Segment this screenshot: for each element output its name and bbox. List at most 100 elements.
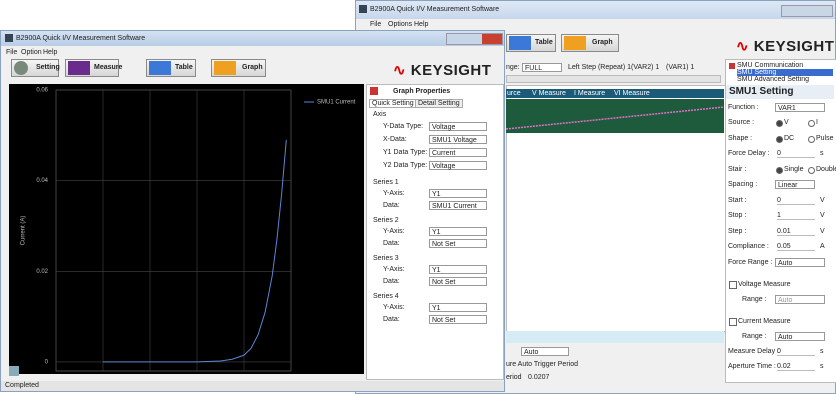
tab[interactable]: urce — [507, 90, 521, 97]
dropdown[interactable]: Y1 — [429, 303, 487, 312]
panel-title: SMU1 Setting — [729, 86, 794, 97]
field-label: Aperture Time : — [728, 363, 776, 370]
section-label: Series 4 — [373, 293, 399, 300]
tab[interactable]: Detail Setting — [415, 99, 463, 108]
radio[interactable] — [776, 136, 783, 143]
info-band — [506, 331, 724, 343]
field-label: Source : — [728, 119, 755, 126]
checkbox[interactable] — [729, 281, 737, 289]
chart: 00.020.040.06-0.200.20.40.60.8Voltage (V… — [9, 84, 364, 374]
dropdown[interactable]: Auto — [775, 332, 825, 341]
field-value[interactable]: 0.05 — [777, 243, 815, 251]
dropdown[interactable]: Auto — [775, 295, 825, 304]
checkbox-label: Voltage Measure — [738, 281, 791, 288]
dropdown[interactable]: Y1 — [429, 189, 487, 198]
close-button[interactable] — [482, 34, 502, 44]
field-value[interactable]: 0 — [777, 197, 815, 205]
graph-button[interactable]: Graph — [211, 59, 266, 77]
dropdown[interactable]: Auto — [775, 258, 825, 267]
dropdown[interactable]: Voltage — [429, 161, 487, 170]
radio[interactable] — [808, 136, 815, 143]
checkbox[interactable] — [729, 318, 737, 326]
graph-button[interactable]: Graph — [561, 34, 619, 52]
tree-item-selected[interactable]: SMU Setting — [737, 69, 833, 76]
field-unit: V — [820, 212, 825, 219]
tab[interactable]: VI Measure — [614, 90, 650, 97]
menu-item[interactable]: File — [6, 49, 18, 56]
field-value[interactable]: 0.02 — [777, 363, 815, 371]
brand-text: KEYSIGHT — [753, 38, 835, 55]
y-tick-label: 0.06 — [36, 88, 48, 94]
tree-item[interactable]: SMU Communication — [737, 62, 804, 69]
field-value[interactable]: 1 — [777, 212, 815, 220]
tree-item[interactable]: SMU Advanced Setting — [737, 76, 809, 83]
field-value[interactable]: 0 — [777, 348, 815, 356]
field-label: Force Delay : — [728, 150, 770, 157]
app-icon — [5, 34, 13, 42]
measure-button[interactable]: Measure — [65, 59, 122, 77]
radio-label: DC — [784, 135, 795, 142]
button-label: Setting — [36, 64, 60, 71]
dropdown[interactable]: Not Set — [429, 239, 487, 248]
dropdown[interactable]: Current — [429, 148, 487, 157]
dropdown[interactable]: Voltage — [429, 122, 487, 131]
trace — [506, 106, 724, 130]
tab[interactable]: I Measure — [574, 90, 606, 97]
field-label: Y2 Data Type: — [383, 162, 428, 169]
field-unit: V — [820, 197, 825, 204]
dropdown[interactable]: SMU1 Voltage — [429, 135, 487, 144]
dropdown[interactable]: Not Set — [429, 315, 487, 324]
radio-label: Single — [784, 166, 804, 173]
tab[interactable]: V Measure — [532, 90, 566, 97]
back-window: B2900A Quick I/V Measurement Software Fi… — [355, 0, 836, 394]
sweep-label: nge: — [506, 64, 520, 71]
window-title: B2900A Quick I/V Measurement Software — [16, 35, 146, 42]
period-value: 0.0207 — [528, 374, 550, 381]
sweep-select[interactable]: FULL — [522, 63, 562, 72]
sweep-info: Left Step (Repeat) 1 — [568, 64, 632, 71]
dropdown[interactable]: Y1 — [429, 227, 487, 236]
field-label: Y-Axis: — [383, 304, 405, 311]
field-label: Y-Axis: — [383, 190, 405, 197]
tree-icon — [729, 63, 735, 69]
radio-label: Pulse — [816, 135, 834, 142]
checkbox-label: Current Measure — [738, 318, 791, 325]
dropdown[interactable]: Not Set — [429, 277, 487, 286]
tab[interactable]: Quick Setting — [369, 99, 417, 108]
field-unit: s — [820, 363, 824, 370]
window-controls[interactable] — [781, 5, 833, 17]
y-axis-label: Current (A) — [21, 216, 27, 246]
graph-bg — [506, 99, 724, 133]
menu-item[interactable]: File — [370, 21, 382, 28]
menu-item[interactable]: Options — [388, 21, 413, 28]
field-label: Y-Data Type: — [383, 123, 424, 130]
field-label: Function : — [728, 104, 759, 111]
radio[interactable] — [808, 167, 815, 174]
field-value[interactable]: 0.01 — [777, 228, 815, 236]
setting-button[interactable]: Setting — [11, 59, 60, 77]
table-button[interactable]: Table — [146, 59, 196, 77]
icon — [509, 36, 531, 50]
dropdown[interactable]: Linear — [775, 180, 815, 189]
radio[interactable] — [808, 120, 815, 127]
field-value[interactable]: 0 — [777, 150, 815, 158]
y-tick-label: 0 — [45, 360, 49, 366]
dropdown[interactable]: SMU1 Current — [429, 201, 487, 210]
period-label: eriod — [506, 374, 522, 381]
menu-item[interactable]: Help — [414, 21, 429, 28]
scrollbar[interactable] — [506, 75, 721, 83]
brand: ∿ KEYSIGHT — [736, 38, 835, 55]
field-label: Y1 Data Type: — [383, 149, 428, 156]
button-label: Graph — [592, 39, 613, 46]
field-label: X-Data: — [383, 136, 407, 143]
menu-item[interactable]: Option — [21, 49, 42, 56]
dropdown[interactable]: Y1 — [429, 265, 487, 274]
table-button[interactable]: Table — [506, 34, 556, 52]
range-select[interactable]: Auto — [521, 347, 569, 356]
radio[interactable] — [776, 167, 783, 174]
radio[interactable] — [776, 120, 783, 127]
title-bar — [356, 1, 835, 19]
dropdown[interactable]: VAR1 — [775, 103, 825, 112]
menu-item[interactable]: Help — [43, 49, 58, 56]
window-controls[interactable] — [446, 33, 503, 45]
